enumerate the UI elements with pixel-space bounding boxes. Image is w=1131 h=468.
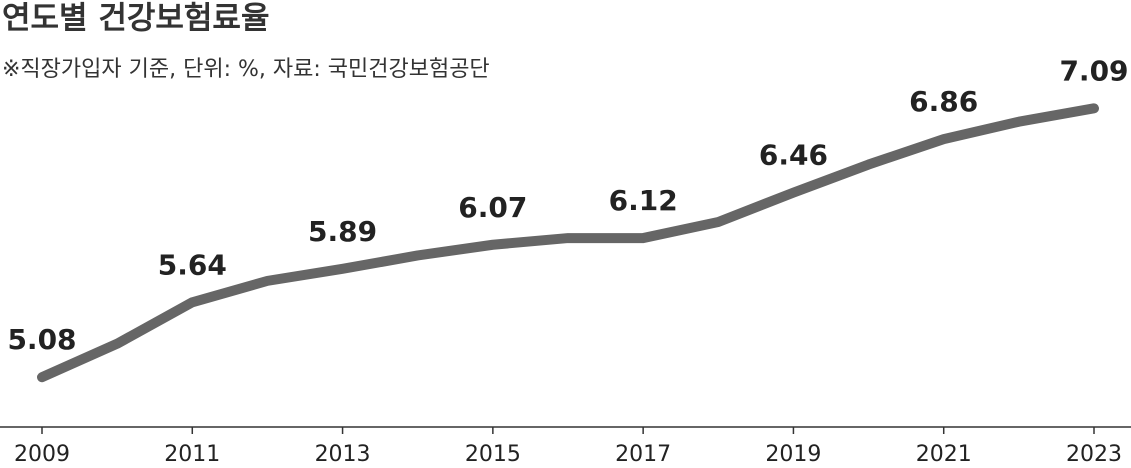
value-label: 5.08 [7, 323, 76, 356]
x-tick-label: 2019 [765, 442, 821, 467]
x-tick-label: 2009 [14, 442, 70, 467]
x-tick-label: 2015 [465, 442, 521, 467]
x-tick-label: 2013 [315, 442, 371, 467]
value-label: 5.64 [158, 248, 227, 281]
value-label: 7.09 [1059, 54, 1128, 87]
value-label: 6.12 [609, 184, 678, 217]
value-label: 6.07 [458, 191, 527, 224]
x-tick-label: 2023 [1066, 442, 1122, 467]
chart-subtitle: ※직장가입자 기준, 단위: %, 자료: 국민건강보험공단 [2, 57, 490, 82]
value-label: 6.86 [909, 85, 978, 118]
value-label: 5.89 [308, 215, 377, 248]
x-tick-label: 2011 [164, 442, 220, 467]
chart-title: 연도별 건강보험료율 [2, 1, 269, 37]
x-tick-label: 2021 [916, 442, 972, 467]
value-label: 6.46 [759, 139, 828, 172]
x-tick-label: 2017 [615, 442, 671, 467]
line [37, 103, 1099, 383]
